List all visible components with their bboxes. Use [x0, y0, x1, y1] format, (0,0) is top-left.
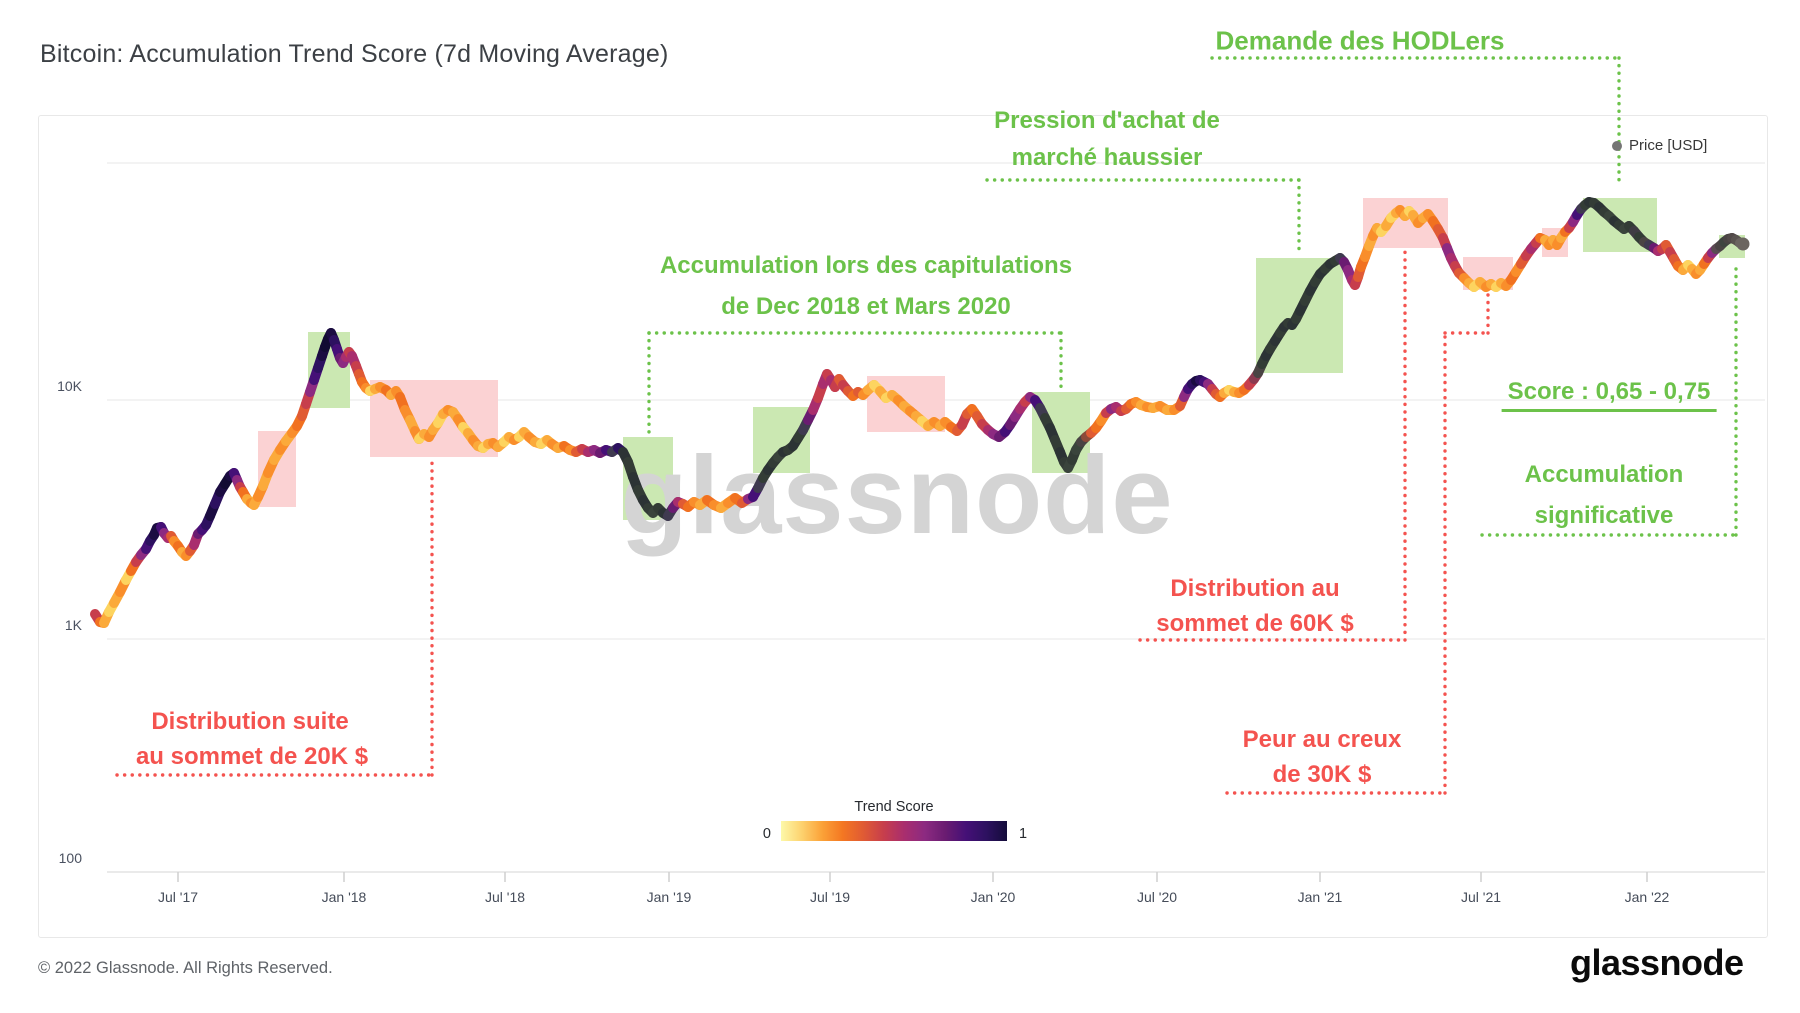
glassnode-logo: glassnode: [1570, 942, 1744, 983]
footer-copyright: © 2022 Glassnode. All Rights Reserved.: [38, 959, 333, 977]
chart-card: [38, 115, 1768, 938]
annotation-demande-hodlers: Demande des HODLers: [1215, 25, 1505, 56]
page-title: Bitcoin: Accumulation Trend Score (7d Mo…: [40, 40, 669, 68]
